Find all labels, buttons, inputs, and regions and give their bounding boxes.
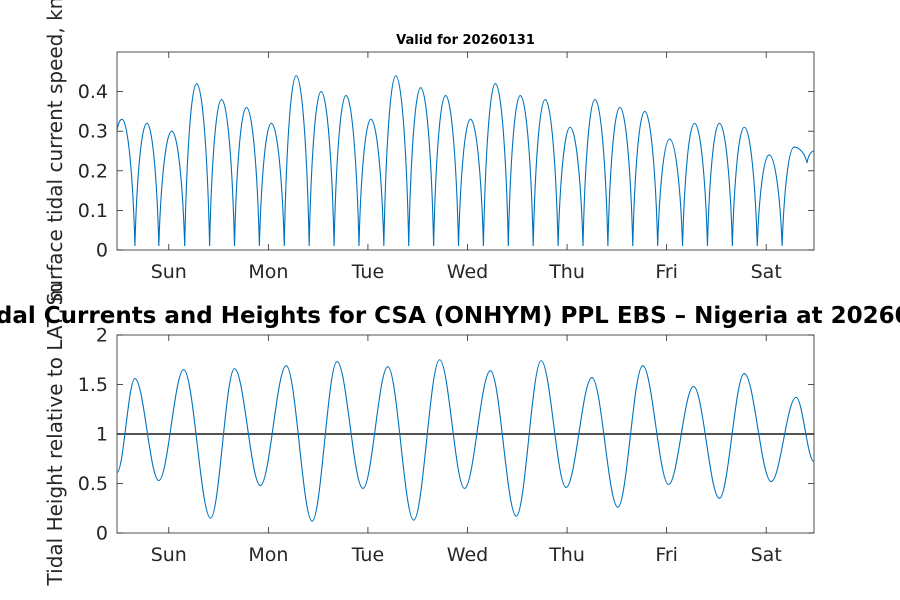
- current-speed-xtick-label: Wed: [447, 261, 488, 283]
- current-speed-ytick-label: 0.3: [78, 121, 108, 143]
- current-speed-ytick-label: 0.1: [78, 200, 108, 222]
- tidal-height-series-line: [117, 359, 814, 522]
- tidal-height-ytick-label: 0: [96, 523, 108, 545]
- current-speed-plot-area: [116, 51, 815, 251]
- current-speed-ytick-label: 0.4: [78, 81, 108, 103]
- tidal-height-y-axis-label: Tidal Height relative to LAT, m: [43, 283, 67, 587]
- current-speed-y-axis-label: Surface tidal current speed, kn: [43, 0, 67, 305]
- current-speed-xtick-label: Thu: [548, 261, 585, 283]
- current-speed-xtick-label: Sun: [151, 261, 187, 283]
- current-speed-ytick-label: 0: [96, 240, 108, 262]
- tidal-height-ytick-label: 1: [96, 424, 108, 446]
- tidal-height-xtick-label: Wed: [447, 544, 488, 566]
- current-speed-chart-title: Valid for 20260131: [396, 33, 535, 48]
- figure-main-title: Tidal Currents and Heights for CSA (ONHY…: [0, 303, 900, 329]
- tidal-height-xtick-label: Mon: [248, 544, 288, 566]
- current-speed-xtick-label: Sat: [751, 261, 782, 283]
- current-speed-xtick-label: Mon: [248, 261, 288, 283]
- current-speed-series-line: [117, 75, 814, 247]
- tidal-height-xtick-label: Sun: [151, 544, 187, 566]
- current-speed-ytick-label: 0.2: [78, 160, 108, 182]
- tidal-height-ytick-label: 1.5: [78, 374, 108, 396]
- tidal-height-xtick-label: Thu: [548, 544, 585, 566]
- tidal-height-ytick-label: 2: [96, 325, 108, 347]
- tidal-height-ytick-label: 0.5: [78, 473, 108, 495]
- tidal-height-xtick-label: Tue: [351, 544, 384, 566]
- tidal-height-axes: 0 0.5 1 1.5 2 Sun Mon Tue Wed Thu Fri Sat Tidal He…: [43, 283, 815, 587]
- tidal-height-xtick-label: Sat: [751, 544, 782, 566]
- current-speed-axes: Valid for 20260131 0 0.1 0.2 0.3 0.4 Sun Mon T…: [43, 0, 815, 305]
- current-speed-xtick-label: Fri: [655, 261, 678, 283]
- current-speed-xtick-label: Tue: [351, 261, 384, 283]
- tidal-height-xtick-label: Fri: [655, 544, 678, 566]
